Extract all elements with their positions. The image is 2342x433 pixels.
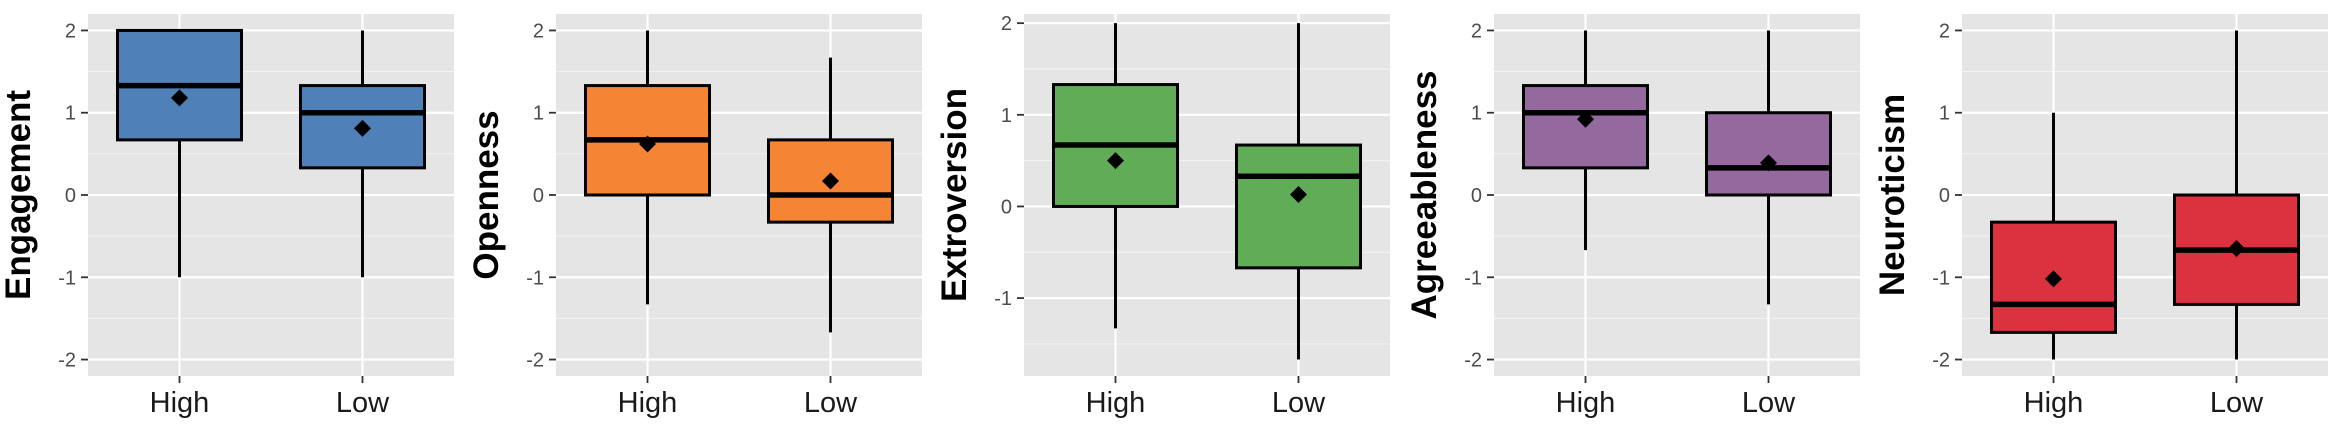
y-tick-label: 0 [1001, 196, 1012, 218]
x-tick-label: Low [336, 387, 390, 419]
x-tick-label: High [1086, 387, 1146, 419]
panel-openness: -2 -1 0 1 2 High Low Openness [467, 14, 922, 419]
mean-marker [2228, 239, 2245, 257]
mean-marker [1107, 152, 1124, 170]
box-high [1052, 23, 1179, 329]
box-low [1235, 23, 1362, 360]
y-tick-label: 0 [1939, 185, 1950, 207]
mean-marker [171, 89, 188, 107]
y-tick-label: 0 [1471, 185, 1482, 207]
y-tick-label: -2 [1464, 350, 1482, 372]
y-tick-label: 1 [1471, 103, 1482, 125]
panel-extroversion: -1 0 1 2 High Low Extroversion [935, 13, 1390, 419]
box-low [767, 57, 894, 333]
x-tick-label: Low [1742, 387, 1796, 419]
mean-marker [1290, 186, 1307, 204]
y-tick-label: -1 [1932, 267, 1950, 289]
x-tick-label: High [2024, 387, 2084, 419]
y-tick-label: -1 [1464, 267, 1482, 289]
y-tick-label: 2 [1471, 20, 1482, 42]
y-tick-label: 1 [65, 103, 76, 125]
mean-marker [2045, 270, 2062, 288]
mean-marker [822, 172, 839, 190]
y-tick-label: 1 [1001, 105, 1012, 127]
panel-engagement: -2 -1 0 1 2 High Low Engagement [0, 14, 454, 419]
mean-marker [354, 119, 371, 137]
mean-marker [639, 135, 656, 153]
y-tick-label: 0 [533, 185, 544, 207]
y-axis-title: Agreeableness [1405, 70, 1444, 319]
box-iqr [1705, 111, 1832, 197]
panel-neuroticism: -2 -1 0 1 2 High Low Neuroticism [1873, 14, 2328, 419]
y-tick-label: 1 [533, 103, 544, 125]
mean-marker [1577, 110, 1594, 128]
y-tick-label: 1 [1939, 103, 1950, 125]
y-tick-label: -2 [526, 350, 544, 372]
box-high [116, 28, 243, 278]
x-tick-label: High [150, 387, 210, 419]
y-tick-label: -1 [526, 267, 544, 289]
x-tick-label: High [618, 387, 678, 419]
box-iqr [1235, 143, 1362, 270]
y-tick-label: 0 [65, 185, 76, 207]
x-tick-label: Low [804, 387, 858, 419]
y-tick-label: -1 [994, 288, 1012, 310]
mean-marker [1760, 154, 1777, 172]
y-tick-label: 2 [65, 20, 76, 42]
y-axis-title: Engagement [0, 90, 38, 300]
box-low [299, 30, 426, 278]
y-tick-label: -2 [58, 350, 76, 372]
panel-agreeableness: -2 -1 0 1 2 High Low Agreeableness [1405, 14, 1860, 419]
box-high [1990, 112, 2117, 360]
box-low [1705, 30, 1832, 305]
y-tick-label: 2 [1939, 20, 1950, 42]
y-axis-title: Neuroticism [1873, 94, 1912, 296]
x-tick-label: High [1556, 387, 1616, 419]
y-axis-title: Openness [467, 110, 506, 279]
y-tick-label: 2 [1001, 13, 1012, 35]
y-axis-title: Extroversion [935, 88, 974, 302]
y-tick-label: -1 [58, 267, 76, 289]
x-tick-label: Low [2210, 387, 2264, 419]
box-low [2173, 30, 2300, 360]
y-tick-label: 2 [533, 20, 544, 42]
box-high [584, 30, 711, 305]
box-high [1522, 30, 1649, 251]
y-tick-label: -2 [1932, 350, 1950, 372]
x-tick-label: Low [1272, 387, 1326, 419]
